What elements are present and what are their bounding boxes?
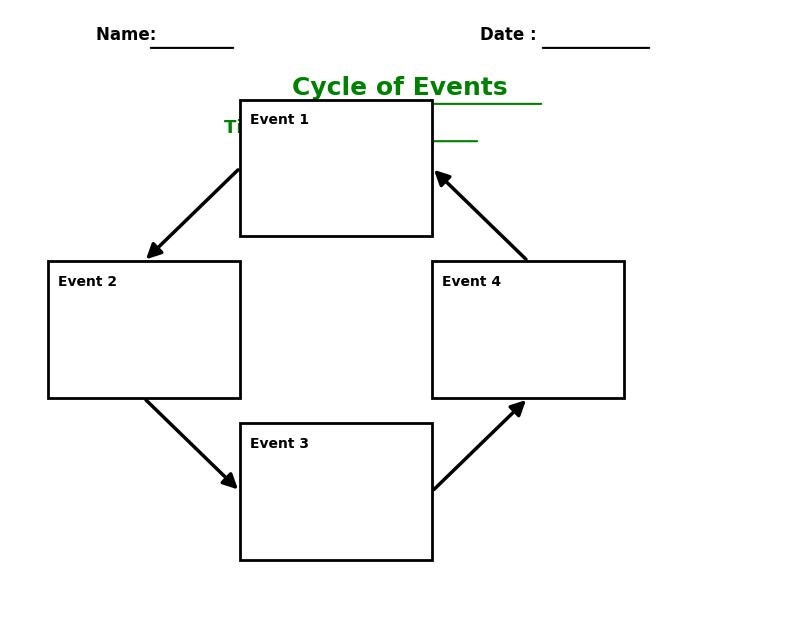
Text: Name:: Name: [96,26,162,44]
Text: Cycle of Events: Cycle of Events [292,75,508,100]
FancyBboxPatch shape [432,261,624,398]
FancyBboxPatch shape [48,261,240,398]
FancyBboxPatch shape [240,100,432,236]
FancyBboxPatch shape [240,423,432,560]
Text: Event 2: Event 2 [58,275,117,289]
Text: Event 3: Event 3 [250,437,309,451]
Text: Event 4: Event 4 [442,275,501,289]
Text: Date :: Date : [480,26,542,44]
Text: Event 1: Event 1 [250,113,309,128]
Text: Title :: Title : [224,119,289,137]
